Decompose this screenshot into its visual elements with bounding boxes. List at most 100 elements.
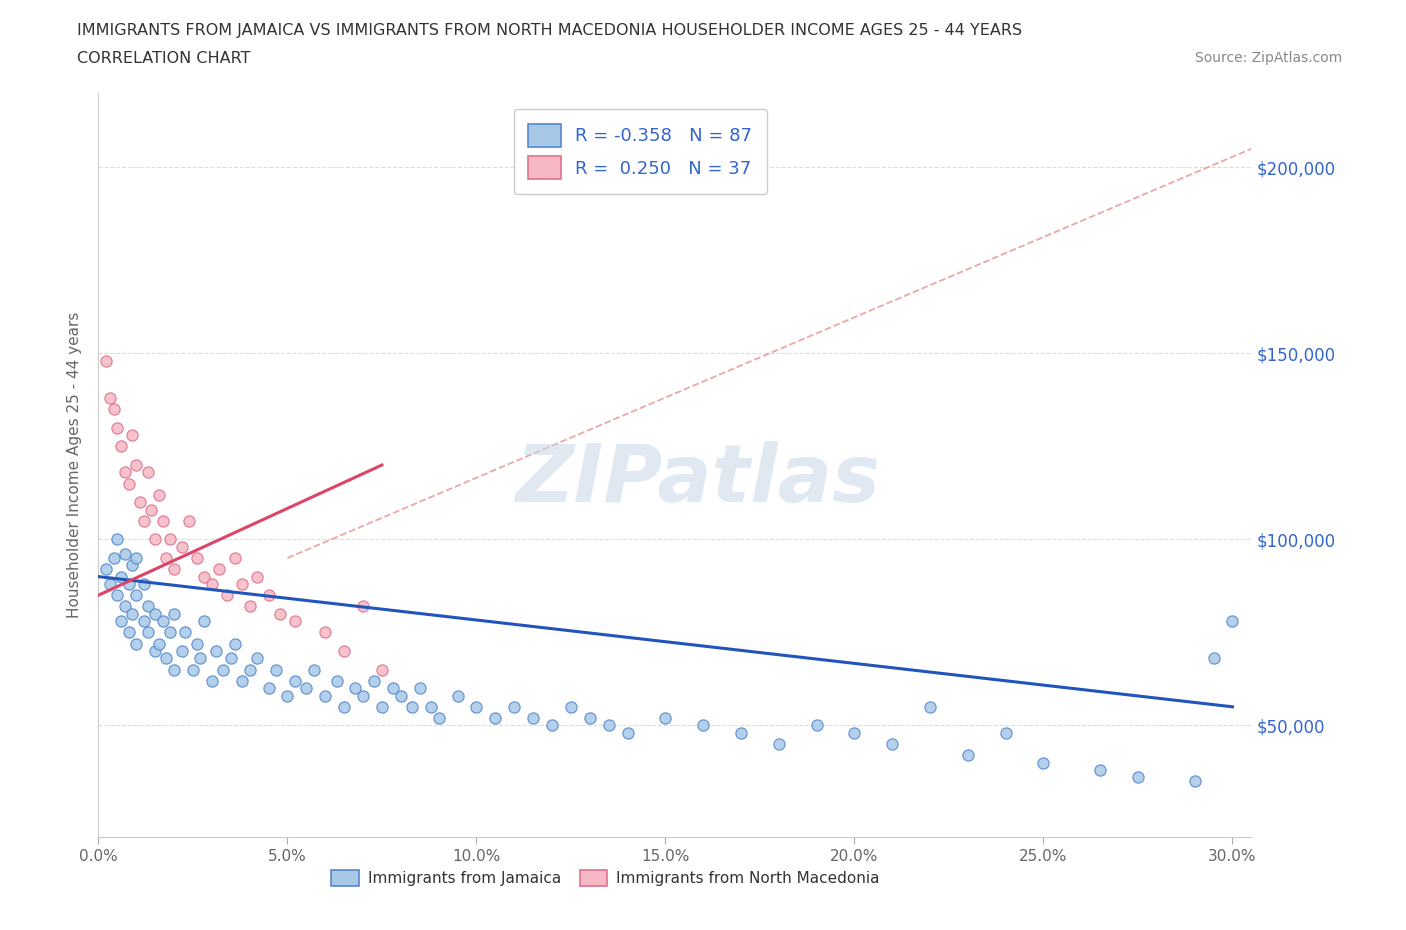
- Point: [174, 625, 197, 640]
- Point: [125, 458, 148, 472]
- Point: [352, 688, 374, 703]
- Y-axis label: Householder Income Ages 25 - 44 years: Householder Income Ages 25 - 44 years: [67, 312, 83, 618]
- Text: CORRELATION CHART: CORRELATION CHART: [77, 51, 250, 66]
- Point: [522, 711, 544, 725]
- Point: [114, 547, 136, 562]
- Point: [98, 391, 121, 405]
- Point: [105, 420, 128, 435]
- Text: IMMIGRANTS FROM JAMAICA VS IMMIGRANTS FROM NORTH MACEDONIA HOUSEHOLDER INCOME AG: IMMIGRANTS FROM JAMAICA VS IMMIGRANTS FR…: [77, 23, 1022, 38]
- Point: [219, 651, 242, 666]
- Point: [314, 688, 336, 703]
- Point: [654, 711, 676, 725]
- Point: [730, 725, 752, 740]
- Point: [541, 718, 564, 733]
- Point: [579, 711, 602, 725]
- Point: [132, 513, 155, 528]
- Point: [118, 577, 141, 591]
- Point: [132, 614, 155, 629]
- Point: [148, 636, 170, 651]
- Point: [420, 699, 443, 714]
- Point: [155, 551, 177, 565]
- Point: [1202, 651, 1225, 666]
- Point: [132, 577, 155, 591]
- Point: [125, 588, 148, 603]
- Point: [284, 673, 307, 688]
- Point: [302, 662, 325, 677]
- Point: [110, 439, 132, 454]
- Point: [344, 681, 367, 696]
- Point: [1088, 763, 1111, 777]
- Point: [246, 569, 269, 584]
- Point: [212, 662, 235, 677]
- Point: [371, 662, 394, 677]
- Point: [201, 577, 224, 591]
- Point: [352, 599, 374, 614]
- Point: [110, 614, 132, 629]
- Point: [94, 562, 117, 577]
- Point: [118, 476, 141, 491]
- Point: [163, 562, 186, 577]
- Point: [143, 644, 166, 658]
- Point: [844, 725, 866, 740]
- Point: [159, 625, 181, 640]
- Point: [170, 644, 193, 658]
- Point: [170, 539, 193, 554]
- Point: [163, 662, 186, 677]
- Point: [201, 673, 224, 688]
- Point: [193, 569, 215, 584]
- Point: [503, 699, 526, 714]
- Point: [155, 651, 177, 666]
- Point: [143, 606, 166, 621]
- Point: [152, 513, 174, 528]
- Point: [105, 588, 128, 603]
- Point: [1222, 614, 1244, 629]
- Point: [956, 748, 979, 763]
- Point: [276, 688, 298, 703]
- Point: [465, 699, 488, 714]
- Point: [121, 606, 143, 621]
- Point: [204, 644, 226, 658]
- Point: [484, 711, 506, 725]
- Point: [427, 711, 450, 725]
- Point: [284, 614, 307, 629]
- Point: [692, 718, 714, 733]
- Point: [125, 636, 148, 651]
- Point: [114, 599, 136, 614]
- Point: [389, 688, 412, 703]
- Text: ZIPatlas: ZIPatlas: [516, 441, 880, 519]
- Point: [103, 551, 125, 565]
- Point: [257, 681, 280, 696]
- Point: [114, 465, 136, 480]
- Point: [193, 614, 215, 629]
- Legend: Immigrants from Jamaica, Immigrants from North Macedonia: Immigrants from Jamaica, Immigrants from…: [325, 864, 886, 893]
- Point: [333, 699, 356, 714]
- Point: [371, 699, 394, 714]
- Point: [918, 699, 941, 714]
- Point: [616, 725, 638, 740]
- Point: [239, 662, 262, 677]
- Point: [181, 662, 204, 677]
- Point: [1032, 755, 1054, 770]
- Point: [239, 599, 262, 614]
- Point: [163, 606, 186, 621]
- Point: [333, 644, 356, 658]
- Text: Source: ZipAtlas.com: Source: ZipAtlas.com: [1195, 51, 1343, 65]
- Point: [208, 562, 231, 577]
- Point: [224, 636, 246, 651]
- Point: [103, 402, 125, 417]
- Point: [118, 625, 141, 640]
- Point: [246, 651, 269, 666]
- Point: [994, 725, 1017, 740]
- Point: [143, 532, 166, 547]
- Point: [325, 673, 347, 688]
- Point: [125, 551, 148, 565]
- Point: [190, 651, 212, 666]
- Point: [141, 502, 163, 517]
- Point: [105, 532, 128, 547]
- Point: [148, 487, 170, 502]
- Point: [560, 699, 582, 714]
- Point: [882, 737, 904, 751]
- Point: [215, 588, 238, 603]
- Point: [598, 718, 620, 733]
- Point: [186, 636, 208, 651]
